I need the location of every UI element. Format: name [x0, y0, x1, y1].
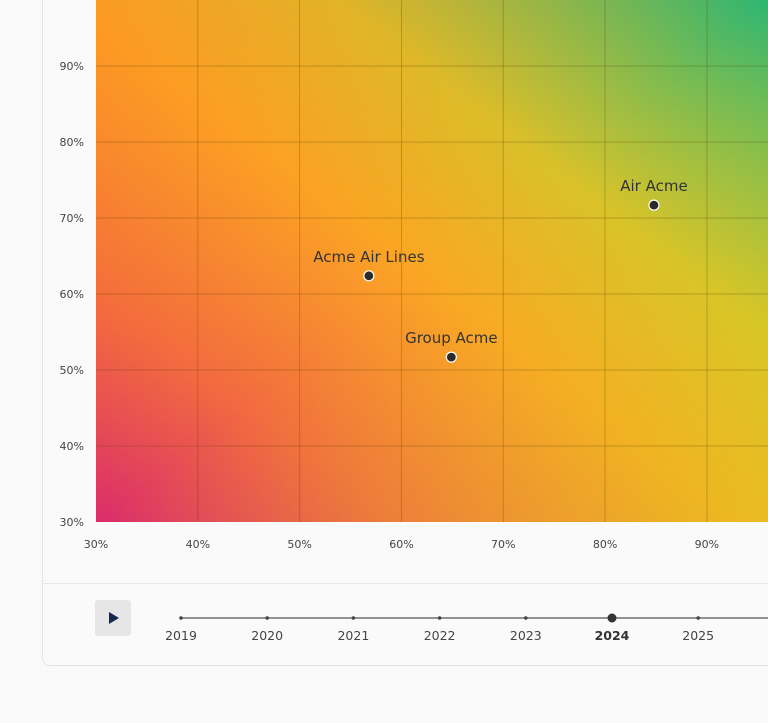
- point-label: Air Acme: [620, 177, 687, 195]
- timeline-tick[interactable]: [265, 616, 270, 620]
- x-tick-label: 30%: [84, 538, 108, 551]
- timeline-tick[interactable]: [696, 616, 700, 620]
- timeline-tick[interactable]: [437, 616, 442, 620]
- y-tick-label: 70%: [60, 212, 84, 225]
- timeline-tick[interactable]: [351, 616, 356, 620]
- timeline-year-label[interactable]: 2020: [251, 628, 283, 643]
- timeline-tick[interactable]: [179, 616, 183, 620]
- timeline-year-label[interactable]: 2019: [165, 628, 197, 643]
- timeline-year-label[interactable]: 2021: [337, 628, 369, 643]
- x-tick-label: 90%: [695, 538, 719, 551]
- timeline-handle[interactable]: [607, 613, 617, 623]
- y-tick-label: 80%: [60, 136, 84, 149]
- timeline-year-label[interactable]: 2024: [595, 628, 630, 643]
- x-tick-label: 70%: [491, 538, 515, 551]
- x-tick-label: 40%: [186, 538, 210, 551]
- plot-area: [96, 0, 768, 522]
- play-button[interactable]: [95, 600, 131, 636]
- timeline-year-label[interactable]: 2023: [510, 628, 542, 643]
- play-icon: [109, 612, 119, 624]
- y-tick-label: 50%: [60, 364, 84, 377]
- point-label: Group Acme: [405, 329, 498, 347]
- y-tick-label: 40%: [60, 440, 84, 453]
- x-tick-label: 80%: [593, 538, 617, 551]
- timeline-year-label[interactable]: 2022: [424, 628, 456, 643]
- data-point: [363, 270, 375, 282]
- y-tick-label: 30%: [60, 516, 84, 529]
- y-tick-label: 90%: [60, 60, 84, 73]
- timeline-year-label[interactable]: 2025: [682, 628, 714, 643]
- point-label: Acme Air Lines: [313, 248, 424, 266]
- data-point: [648, 199, 660, 211]
- x-tick-label: 50%: [287, 538, 311, 551]
- timeline-tick[interactable]: [524, 616, 528, 620]
- x-tick-label: 60%: [389, 538, 413, 551]
- divider: [42, 583, 768, 584]
- data-point: [445, 351, 457, 363]
- y-tick-label: 60%: [60, 288, 84, 301]
